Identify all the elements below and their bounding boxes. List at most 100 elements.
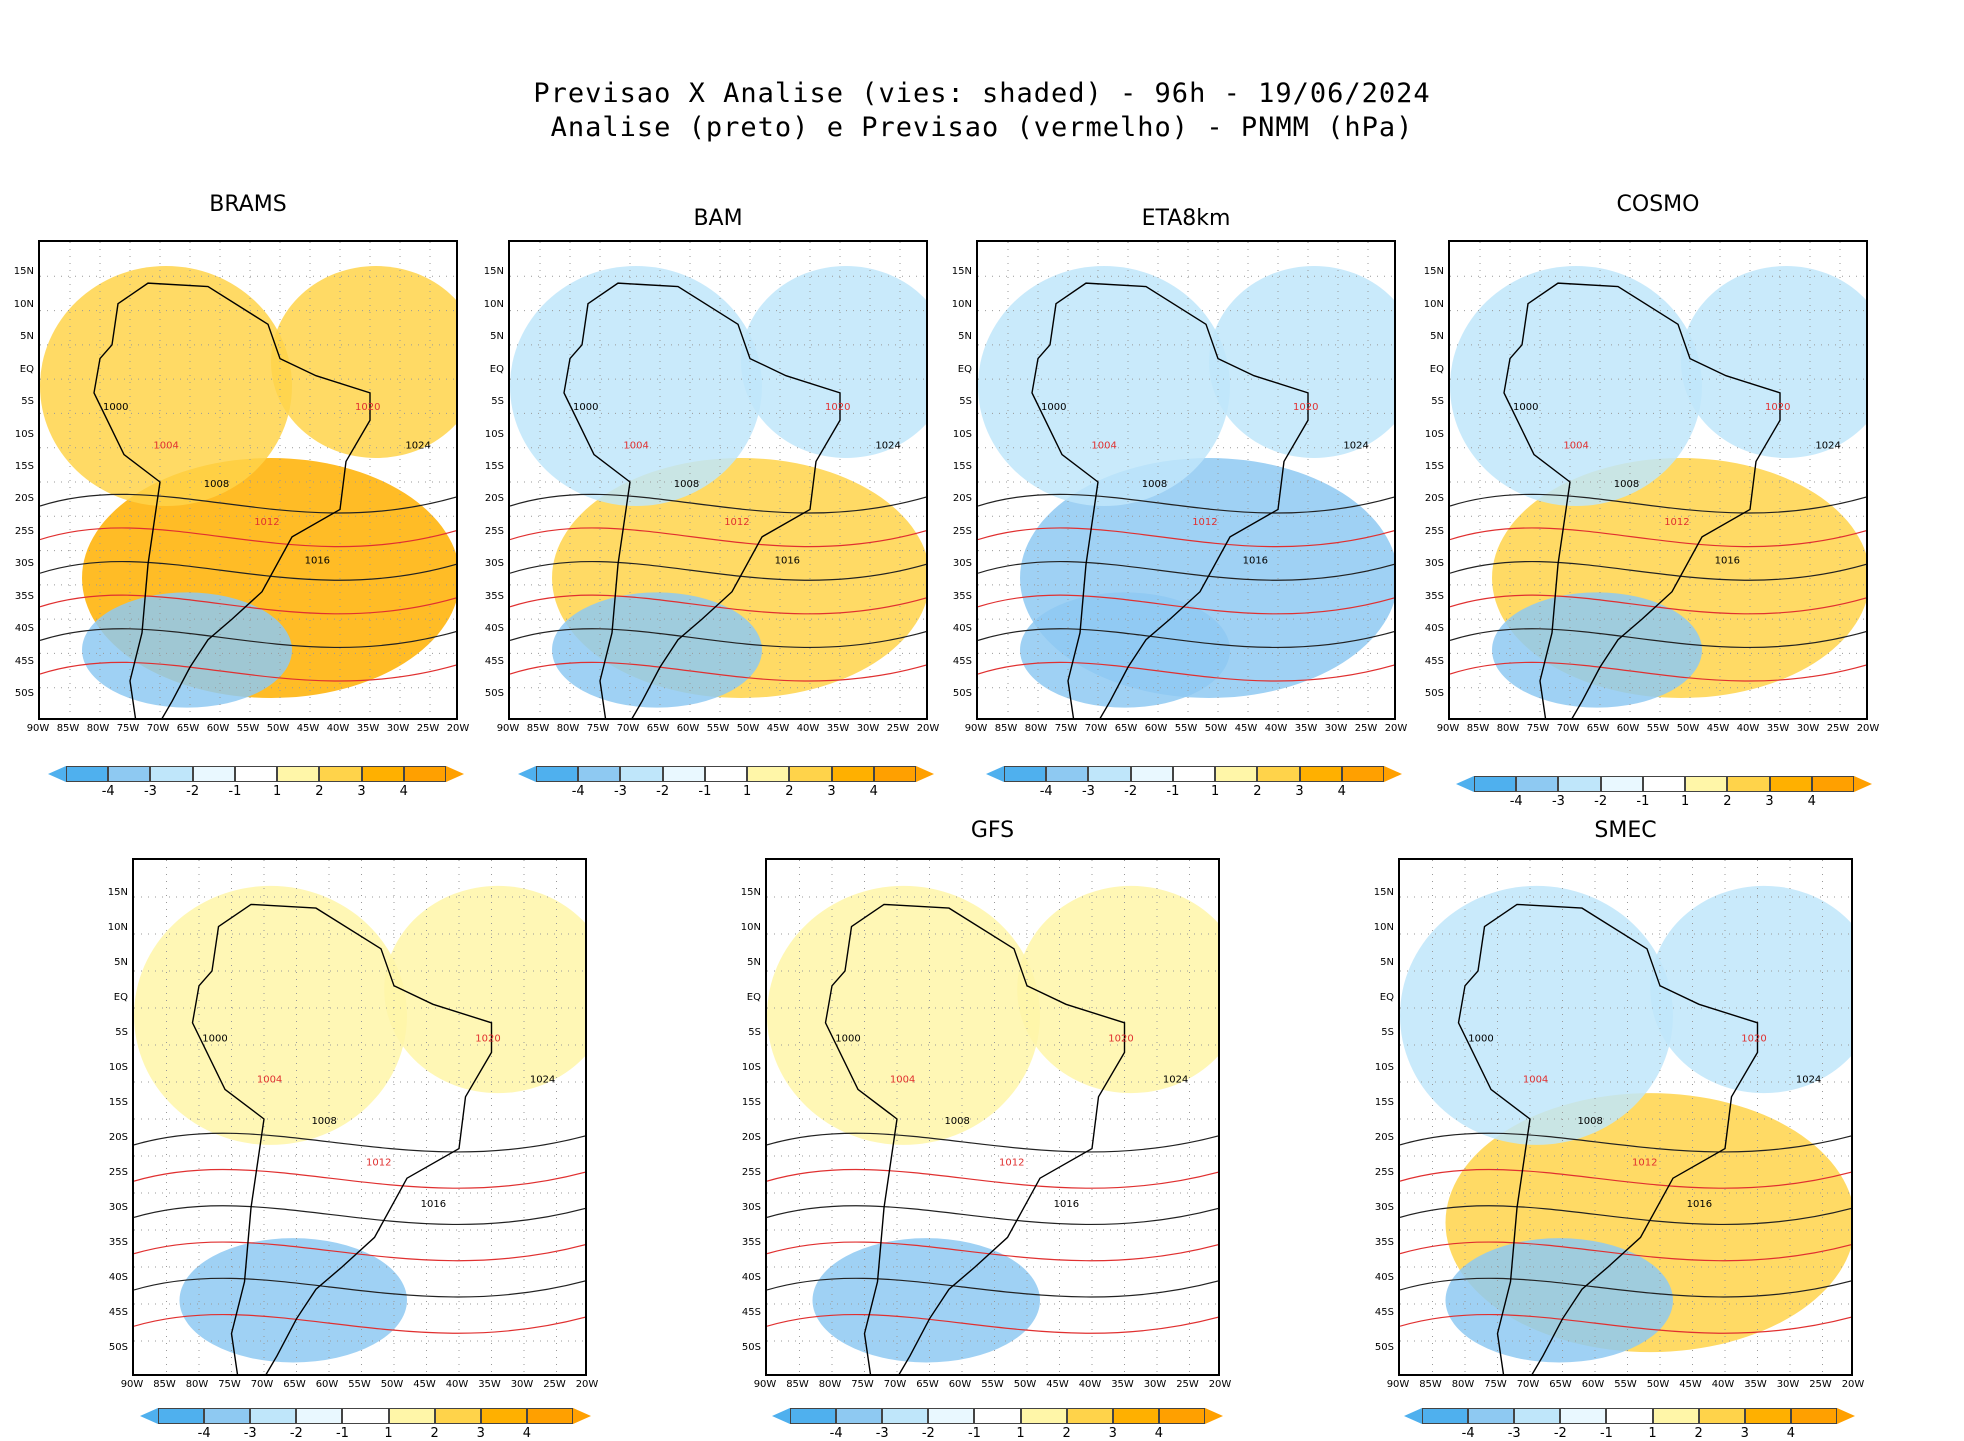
lat-tick-label: 35S xyxy=(14,590,34,602)
bias-shading xyxy=(1450,266,1702,506)
lon-tick-label: 90W xyxy=(753,1379,777,1390)
lat-tick-label: 35S xyxy=(952,590,972,602)
lon-tick-label: 35W xyxy=(826,723,850,734)
lon-tick-label: 85W xyxy=(786,1379,809,1390)
figure-title-line1: Previsao X Analise (vies: shaded) - 96h … xyxy=(533,78,1431,109)
lon-tick-label: 85W xyxy=(526,723,550,734)
lat-tick-label: 20S xyxy=(952,493,972,505)
lon-tick-label: 35W xyxy=(1111,1379,1134,1390)
bias-map: 1000 1004 1008 1012 1016 1020 1024 xyxy=(976,240,1396,720)
colorbar-bin xyxy=(747,766,790,782)
colorbar-bin xyxy=(1769,776,1812,792)
lat-tick-label: 40S xyxy=(1374,1272,1394,1283)
isobar-label: 1008 xyxy=(1577,1116,1602,1127)
colorbar-tick-label: -4 xyxy=(829,1426,843,1441)
colorbar-bin xyxy=(1130,766,1173,782)
bias-map: 1000 1004 1008 1012 1016 1020 1024 xyxy=(1398,858,1853,1376)
isobar-label: 1016 xyxy=(1687,1199,1712,1210)
lon-tick-label: 40W xyxy=(326,723,350,734)
lat-tick-label: 15N xyxy=(107,887,128,898)
lat-tick-label: 15N xyxy=(1373,887,1394,898)
lon-tick-label: 75W xyxy=(586,723,610,734)
colorbar-tick-label: -3 xyxy=(243,1426,257,1441)
lon-tick-label: 50W xyxy=(1013,1379,1037,1390)
isobar-label: 1008 xyxy=(674,479,699,490)
colorbar-bin xyxy=(1642,776,1686,792)
lon-tick-label: 75W xyxy=(1526,723,1550,734)
lon-tick-label: 25W xyxy=(543,1379,566,1390)
bias-map: 1000 1004 1008 1012 1016 1020 1024 xyxy=(765,858,1220,1376)
lon-tick-label: 25W xyxy=(1176,1379,1199,1390)
colorbar-tick-label: -2 xyxy=(921,1426,935,1441)
colorbar-bin xyxy=(1514,1408,1561,1424)
colorbar-tick-label: 1 xyxy=(1210,784,1220,799)
lat-tick-label: 30S xyxy=(1374,1202,1394,1213)
colorbar-bin xyxy=(1341,766,1384,782)
colorbar-bin xyxy=(536,766,579,782)
lon-tick-label: 80W xyxy=(818,1379,842,1390)
lon-tick-label: 60W xyxy=(315,1379,339,1390)
lon-tick-label: 65W xyxy=(176,723,200,734)
lon-tick-label: 50W xyxy=(1676,723,1700,734)
colorbar-bin xyxy=(1257,766,1300,782)
isobar-line xyxy=(1400,1277,1851,1298)
lon-tick-label: 25W xyxy=(1826,723,1850,734)
colorbar-bin xyxy=(620,766,663,782)
lat-tick-label: 10N xyxy=(1423,298,1444,310)
isobar-label: 1004 xyxy=(257,1075,282,1086)
lon-tick-label: 90W xyxy=(964,723,988,734)
lat-tick-label: EQ xyxy=(957,363,972,375)
lat-tick-label: 50S xyxy=(952,688,972,700)
lon-tick-label: 20W xyxy=(1384,723,1408,734)
lon-tick-label: 55W xyxy=(981,1379,1004,1390)
lat-tick-label: 50S xyxy=(1374,1342,1394,1353)
colorbar-high-arrow xyxy=(573,1408,591,1424)
lat-tick-label: 35S xyxy=(1424,590,1444,602)
colorbar-tick-label: -2 xyxy=(1553,1426,1567,1441)
lon-tick-label: 35W xyxy=(1744,1379,1767,1390)
lat-tick-label: 10S xyxy=(484,428,504,440)
colorbar-bin xyxy=(1172,766,1216,782)
lon-tick-label: 30W xyxy=(1796,723,1820,734)
bias-shading xyxy=(1020,592,1230,708)
isobar-label: 1020 xyxy=(1108,1033,1133,1044)
colorbar-tick-label: -4 xyxy=(1509,794,1523,809)
lat-tick-label: 5S xyxy=(115,1027,128,1038)
lon-tick-label: 55W xyxy=(1646,723,1670,734)
colorbar-high-arrow xyxy=(1384,766,1402,782)
colorbar-bin xyxy=(388,1408,435,1424)
isobar-line xyxy=(978,628,1394,648)
isobar-label: 1020 xyxy=(475,1033,500,1044)
isobar-line xyxy=(134,1205,585,1226)
lon-tick-label: 60W xyxy=(1581,1379,1605,1390)
lat-tick-label: 5N xyxy=(490,331,504,343)
colorbar-tick-label: 2 xyxy=(315,784,324,799)
lat-tick-label: 10S xyxy=(14,428,34,440)
lon-tick-label: 55W xyxy=(1174,723,1198,734)
continent-outline xyxy=(1031,282,1309,718)
isobar-label: 1012 xyxy=(1664,517,1689,528)
lon-tick-label: 65W xyxy=(1549,1379,1572,1390)
lon-tick-label: 40W xyxy=(1264,723,1288,734)
lon-tick-label: 70W xyxy=(1084,723,1108,734)
colorbar-bin xyxy=(1811,776,1854,792)
lon-tick-label: 45W xyxy=(1679,1379,1702,1390)
lon-tick-label: 75W xyxy=(1054,723,1078,734)
colorbar-tick-label: -3 xyxy=(613,784,627,799)
colorbar-bin xyxy=(790,1408,837,1424)
lon-tick-label: 60W xyxy=(948,1379,972,1390)
lat-tick-label: 35S xyxy=(108,1237,128,1248)
lon-tick-label: 90W xyxy=(26,723,50,734)
lat-tick-label: 10N xyxy=(951,298,972,310)
lat-tick-label: 10N xyxy=(13,298,34,310)
bias-shading xyxy=(1492,592,1702,708)
lat-tick-label: 50S xyxy=(1424,688,1444,700)
isobar-line xyxy=(510,527,926,548)
isobar-label: 1016 xyxy=(775,556,800,567)
lat-tick-label: 10S xyxy=(1424,428,1444,440)
lat-tick-label: 20S xyxy=(14,493,34,505)
colorbar-tick-label: -3 xyxy=(1081,784,1095,799)
bias-shading xyxy=(134,885,407,1145)
colorbar-tick-label: -4 xyxy=(1039,784,1053,799)
lon-tick-label: 20W xyxy=(1841,1379,1865,1390)
